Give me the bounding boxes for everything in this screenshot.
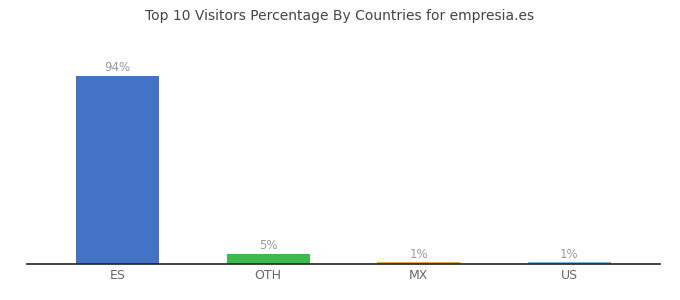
Bar xyxy=(226,254,309,264)
Bar xyxy=(528,262,611,264)
Bar xyxy=(377,262,460,264)
Text: 94%: 94% xyxy=(105,61,131,74)
Text: Top 10 Visitors Percentage By Countries for empresia.es: Top 10 Visitors Percentage By Countries … xyxy=(146,9,534,23)
Text: 1%: 1% xyxy=(409,248,428,261)
Text: 1%: 1% xyxy=(560,248,579,261)
Text: 5%: 5% xyxy=(259,239,277,252)
Bar xyxy=(76,76,159,264)
